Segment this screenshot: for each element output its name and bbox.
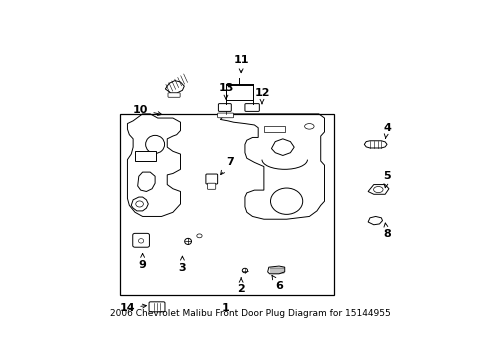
Text: 3: 3: [178, 256, 186, 273]
Text: 1: 1: [222, 303, 229, 313]
Text: 7: 7: [220, 157, 233, 175]
FancyBboxPatch shape: [132, 233, 149, 247]
Bar: [225, 85, 252, 100]
Text: 6: 6: [271, 275, 283, 291]
FancyBboxPatch shape: [149, 302, 164, 312]
Text: 4: 4: [382, 123, 390, 138]
Text: 2: 2: [237, 278, 244, 293]
Text: 13: 13: [218, 82, 233, 99]
FancyBboxPatch shape: [218, 104, 231, 111]
Text: 11: 11: [233, 55, 248, 73]
Text: 2006 Chevrolet Malibu Front Door Plug Diagram for 15144955: 2006 Chevrolet Malibu Front Door Plug Di…: [110, 309, 390, 318]
Text: 5: 5: [383, 171, 390, 188]
Text: 10: 10: [133, 105, 162, 116]
FancyBboxPatch shape: [168, 93, 180, 97]
Bar: [120, 114, 333, 296]
Text: 8: 8: [383, 223, 390, 239]
Text: 12: 12: [254, 88, 269, 104]
Bar: [135, 151, 156, 161]
Text: 9: 9: [139, 253, 146, 270]
Text: 14: 14: [120, 303, 146, 313]
FancyBboxPatch shape: [217, 113, 233, 118]
FancyBboxPatch shape: [244, 104, 259, 111]
Bar: [264, 126, 284, 132]
FancyBboxPatch shape: [205, 174, 217, 184]
FancyBboxPatch shape: [207, 183, 215, 189]
